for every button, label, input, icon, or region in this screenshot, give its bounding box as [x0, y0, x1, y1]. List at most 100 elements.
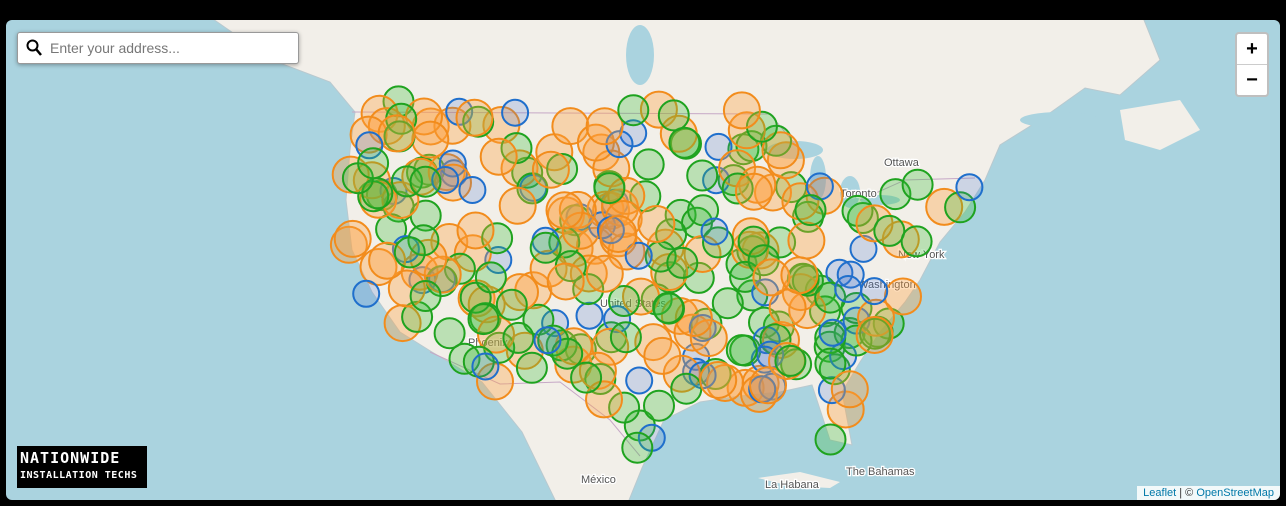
location-marker[interactable] — [860, 277, 889, 306]
location-marker[interactable] — [624, 241, 653, 270]
location-marker[interactable] — [455, 98, 494, 137]
location-marker[interactable] — [830, 370, 869, 409]
location-marker[interactable] — [570, 361, 603, 394]
location-marker[interactable] — [670, 372, 703, 405]
location-marker[interactable] — [774, 344, 807, 377]
location-marker[interactable] — [467, 303, 500, 336]
location-marker[interactable] — [699, 361, 738, 399]
location-marker[interactable] — [575, 301, 604, 330]
location-marker[interactable] — [433, 106, 472, 145]
location-marker[interactable] — [608, 391, 641, 424]
location-marker[interactable] — [643, 389, 675, 422]
location-marker[interactable] — [498, 186, 537, 225]
location-marker[interactable] — [686, 159, 719, 192]
location-marker[interactable] — [546, 262, 585, 301]
location-marker[interactable] — [711, 287, 744, 320]
location-marker[interactable] — [780, 256, 819, 295]
location-marker[interactable] — [617, 94, 650, 127]
location-marker[interactable] — [734, 172, 773, 211]
osm-link[interactable]: OpenStreetMap — [1196, 487, 1274, 499]
location-marker[interactable] — [401, 300, 434, 333]
location-marker[interactable] — [818, 353, 851, 386]
location-marker[interactable] — [721, 172, 754, 205]
location-marker[interactable] — [603, 305, 632, 334]
location-marker[interactable] — [761, 131, 800, 170]
location-marker[interactable] — [387, 269, 426, 308]
location-marker[interactable] — [585, 254, 624, 293]
location-marker[interactable] — [476, 362, 514, 401]
location-marker[interactable] — [787, 221, 826, 260]
location-marker[interactable] — [794, 194, 827, 227]
location-marker[interactable] — [652, 291, 685, 324]
location-marker[interactable] — [621, 431, 654, 464]
location-marker[interactable] — [331, 155, 370, 194]
location-marker[interactable] — [352, 279, 381, 308]
location-marker[interactable] — [591, 327, 630, 366]
location-marker[interactable] — [900, 225, 933, 258]
location-marker[interactable] — [393, 236, 426, 269]
location-marker[interactable] — [533, 326, 562, 355]
leaflet-link[interactable]: Leaflet — [1143, 487, 1177, 499]
location-marker[interactable] — [407, 224, 440, 257]
location-marker[interactable] — [855, 204, 894, 243]
location-marker[interactable] — [737, 225, 770, 258]
location-marker[interactable] — [855, 316, 894, 354]
location-marker[interactable] — [502, 321, 535, 354]
location-marker[interactable] — [637, 205, 676, 243]
location-marker[interactable] — [409, 280, 442, 312]
location-marker[interactable] — [738, 165, 777, 204]
location-marker[interactable] — [725, 334, 758, 367]
location-marker[interactable] — [666, 246, 699, 279]
location-marker[interactable] — [901, 168, 934, 201]
location-marker[interactable] — [433, 317, 466, 350]
location-marker[interactable] — [391, 165, 423, 198]
location-marker[interactable] — [689, 319, 728, 358]
location-marker[interactable] — [462, 105, 495, 138]
location-marker[interactable] — [608, 285, 640, 317]
location-marker[interactable] — [688, 314, 717, 342]
location-marker[interactable] — [333, 219, 372, 258]
location-marker[interactable] — [409, 165, 442, 198]
location-marker[interactable] — [818, 318, 847, 347]
zoom-out[interactable]: − — [1237, 64, 1267, 95]
location-marker[interactable] — [836, 260, 865, 289]
location-marker[interactable] — [752, 258, 791, 297]
location-marker[interactable] — [749, 366, 787, 405]
location-marker[interactable] — [599, 215, 638, 253]
zoom-in[interactable]: + — [1246, 38, 1258, 60]
location-marker[interactable] — [515, 351, 548, 384]
location-marker[interactable] — [377, 114, 416, 153]
location-marker[interactable] — [849, 234, 878, 263]
location-marker[interactable] — [766, 141, 805, 180]
location-marker[interactable] — [814, 281, 847, 314]
location-marker[interactable] — [700, 217, 729, 246]
location-marker[interactable] — [704, 132, 733, 161]
location-marker[interactable] — [349, 115, 388, 154]
location-marker[interactable] — [585, 107, 624, 146]
location-marker[interactable] — [814, 423, 847, 456]
location-marker[interactable] — [471, 352, 500, 381]
location-marker[interactable] — [481, 222, 514, 255]
location-marker[interactable] — [657, 99, 690, 132]
location-marker[interactable] — [609, 321, 642, 354]
location-marker[interactable] — [572, 273, 605, 306]
location-marker[interactable] — [814, 347, 847, 380]
location-marker[interactable] — [632, 148, 665, 181]
location-marker[interactable] — [722, 91, 761, 130]
location-marker[interactable] — [411, 120, 450, 159]
location-marker[interactable] — [445, 97, 474, 126]
location-marker[interactable] — [873, 214, 906, 247]
location-marker[interactable] — [458, 176, 487, 204]
location-marker[interactable] — [479, 137, 518, 176]
location-marker[interactable] — [531, 150, 570, 189]
location-marker[interactable] — [456, 211, 495, 250]
location-marker[interactable] — [859, 317, 891, 350]
location-marker[interactable] — [357, 147, 390, 180]
location-marker[interactable] — [495, 288, 528, 321]
search-box[interactable]: Enter your address... — [17, 32, 299, 64]
location-marker[interactable] — [484, 246, 513, 274]
map[interactable]: Ottawa Toronto New York Washington Unite… — [6, 20, 1280, 500]
location-marker[interactable] — [501, 98, 530, 127]
location-marker[interactable] — [593, 172, 626, 205]
location-marker[interactable] — [474, 261, 507, 294]
